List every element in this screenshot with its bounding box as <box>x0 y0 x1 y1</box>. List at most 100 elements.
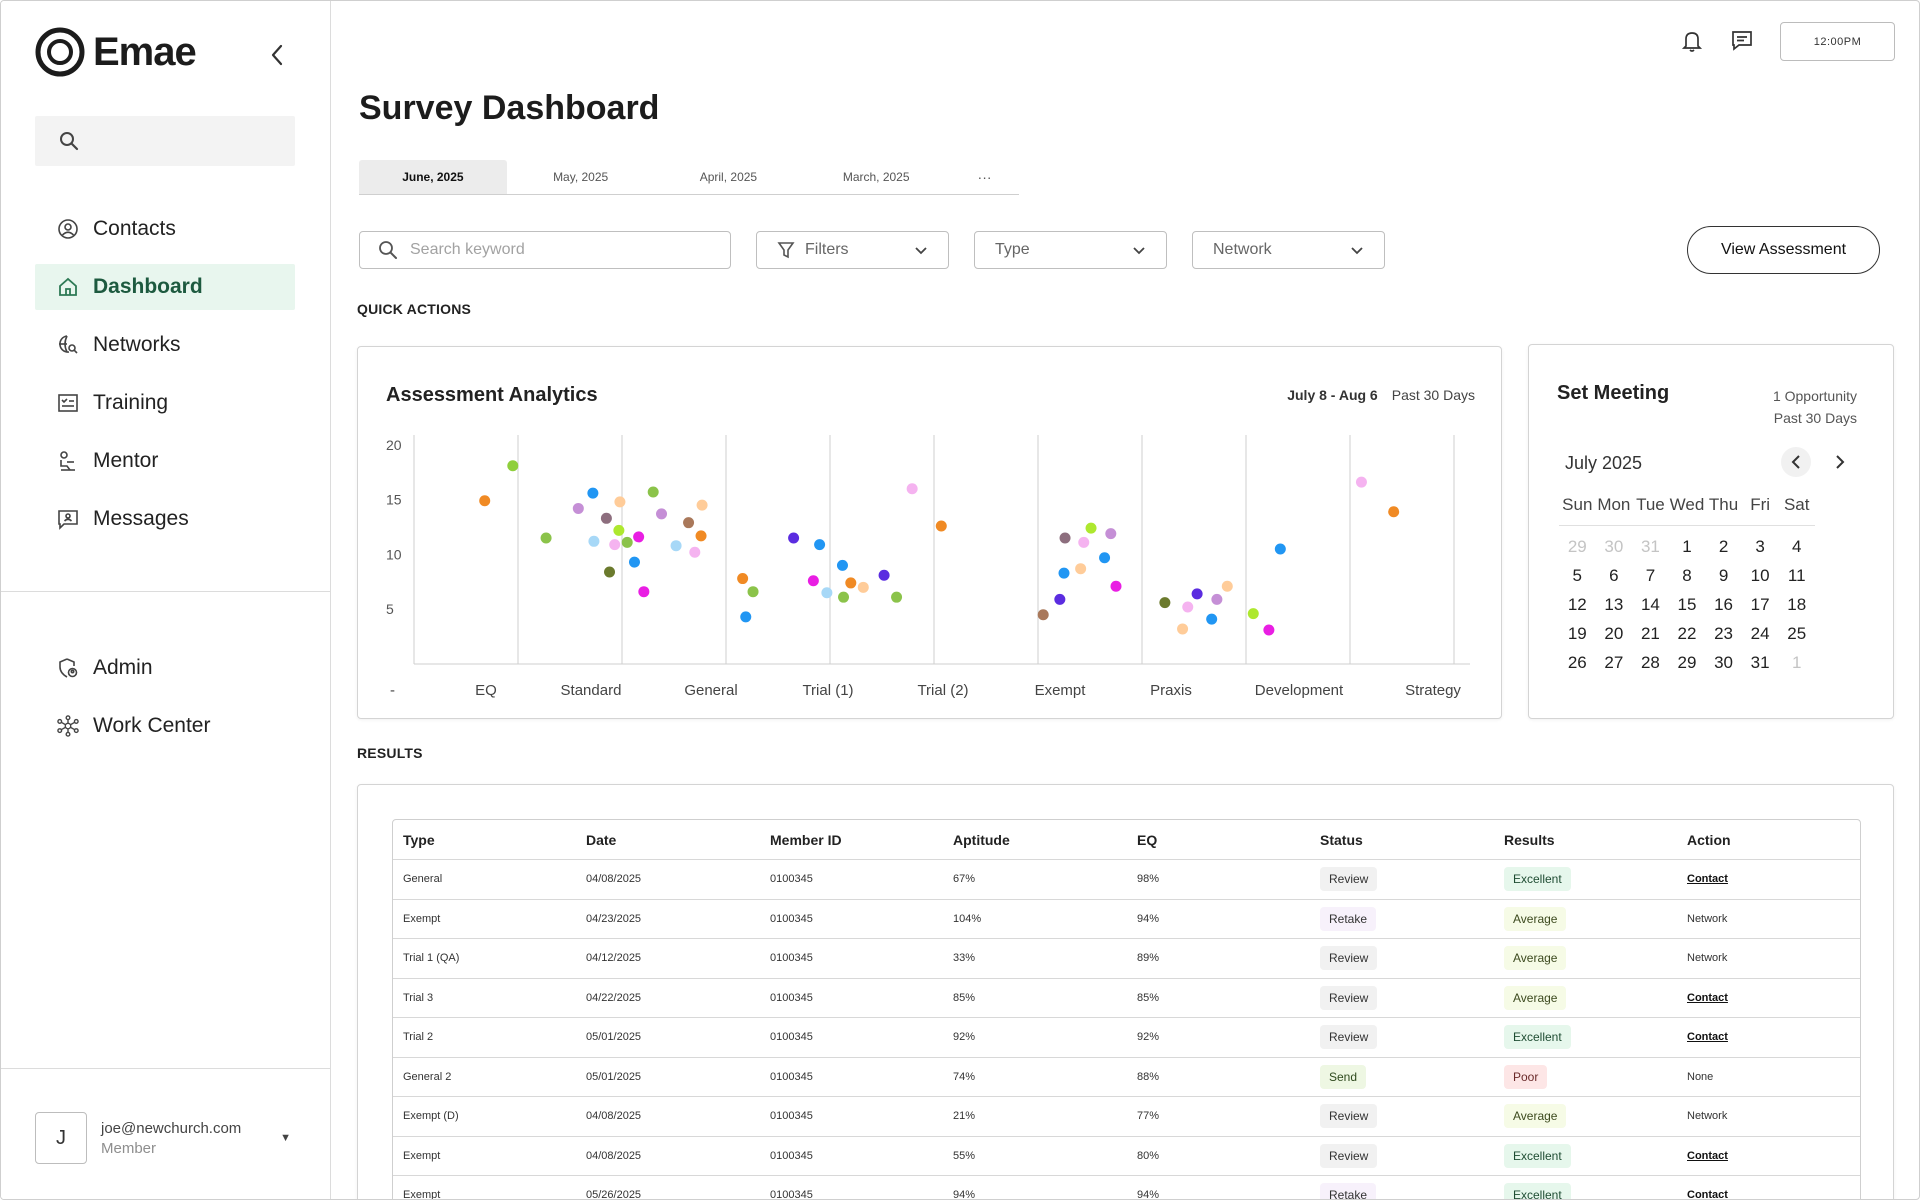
sidebar-item-dashboard[interactable]: Dashboard <box>35 264 295 310</box>
data-point[interactable] <box>1037 609 1049 621</box>
table-row[interactable]: Exempt 04/23/2025 0100345 104% 94% Retake Aver… <box>393 900 1860 939</box>
data-point[interactable] <box>1191 588 1203 600</box>
action-link[interactable]: Contact <box>1687 1031 1728 1044</box>
data-point[interactable] <box>845 577 857 589</box>
user-profile[interactable]: J joe@newchurch.com Member ▼ <box>35 1112 295 1164</box>
calendar-day[interactable]: 13 <box>1604 595 1624 614</box>
table-row[interactable]: Trial 1 (QA) 04/12/2025 0100345 33% 89% Revie… <box>393 939 1860 979</box>
data-point[interactable] <box>587 487 599 499</box>
calendar-day[interactable]: 1 <box>1682 537 1692 556</box>
table-row[interactable]: Trial 2 05/01/2025 0100345 92% 92% Review Exce… <box>393 1018 1860 1058</box>
data-point[interactable] <box>1388 506 1400 518</box>
data-point[interactable] <box>747 586 759 598</box>
sidebar-item-networks[interactable]: Networks <box>35 322 295 368</box>
calendar-day[interactable]: 24 <box>1750 624 1770 643</box>
data-point[interactable] <box>638 586 650 598</box>
view-assessment-button[interactable]: View Assessment <box>1687 226 1880 274</box>
data-point[interactable] <box>836 559 848 571</box>
data-point[interactable] <box>614 496 626 508</box>
calendar-day[interactable]: 4 <box>1791 537 1802 556</box>
calendar-day[interactable]: 12 <box>1567 595 1587 614</box>
calendar-day[interactable]: 31 <box>1640 537 1660 556</box>
data-point[interactable] <box>1221 580 1233 592</box>
calendar-day[interactable]: 30 <box>1604 537 1624 556</box>
calendar-day[interactable]: 31 <box>1750 653 1770 672</box>
data-point[interactable] <box>878 569 890 581</box>
data-point[interactable] <box>788 532 800 544</box>
tab-april-2025[interactable]: April, 2025 <box>699 170 758 184</box>
data-point[interactable] <box>695 530 707 542</box>
data-point[interactable] <box>1085 522 1097 534</box>
data-point[interactable] <box>696 499 708 511</box>
calendar-day[interactable]: 16 <box>1714 595 1734 614</box>
sidebar-search[interactable] <box>35 116 295 166</box>
data-point[interactable] <box>1211 593 1223 605</box>
calendar-day[interactable]: 1 <box>1791 653 1802 672</box>
data-point[interactable] <box>740 611 752 623</box>
action-link[interactable]: Contact <box>1687 991 1728 1004</box>
table-row[interactable]: General 04/08/2025 0100345 67% 98% Review Exce… <box>393 860 1860 900</box>
data-point[interactable] <box>633 531 645 543</box>
column-header[interactable]: Date <box>586 831 617 848</box>
data-point[interactable] <box>600 512 612 524</box>
logo[interactable]: Emae <box>35 27 197 77</box>
table-row[interactable]: Exempt 05/26/2025 0100345 94% 94% Retake Excel… <box>393 1176 1860 1200</box>
sidebar-item-mentor[interactable]: Mentor <box>35 438 295 484</box>
data-point[interactable] <box>1099 552 1111 564</box>
data-point[interactable] <box>1274 543 1286 555</box>
calendar-day[interactable]: 29 <box>1677 653 1697 672</box>
calendar-day[interactable]: 22 <box>1677 624 1697 643</box>
calendar-day[interactable]: 6 <box>1609 566 1619 585</box>
data-point[interactable] <box>814 539 826 551</box>
data-point[interactable] <box>647 486 659 498</box>
data-point[interactable] <box>609 539 621 551</box>
sidebar-item-messages[interactable]: Messages <box>35 496 295 542</box>
filters-dropdown[interactable]: Filters <box>756 231 949 269</box>
data-point[interactable] <box>1206 613 1218 625</box>
caret-down-icon[interactable]: ▼ <box>280 1132 291 1144</box>
table-row[interactable]: Trial 3 04/22/2025 0100345 85% 85% Review Aver… <box>393 979 1860 1018</box>
sidebar-search-input[interactable] <box>93 132 273 150</box>
search-input[interactable] <box>410 241 710 259</box>
data-point[interactable] <box>689 546 701 558</box>
data-point[interactable] <box>807 575 819 587</box>
data-point[interactable] <box>1355 476 1367 488</box>
calendar-prev-button[interactable] <box>1781 447 1811 477</box>
data-point[interactable] <box>1075 563 1087 575</box>
data-point[interactable] <box>588 535 600 547</box>
calendar-day[interactable]: 19 <box>1567 624 1587 643</box>
calendar-day[interactable]: 23 <box>1714 624 1734 643</box>
data-point[interactable] <box>891 591 903 603</box>
data-point[interactable] <box>604 566 616 578</box>
action-link[interactable]: Contact <box>1687 873 1728 886</box>
calendar-day[interactable]: 5 <box>1572 566 1583 585</box>
data-point[interactable] <box>1105 528 1117 540</box>
column-header[interactable]: Action <box>1687 831 1731 848</box>
column-header[interactable]: Status <box>1320 831 1363 848</box>
calendar-day[interactable]: 8 <box>1682 566 1692 585</box>
column-header[interactable]: Results <box>1504 831 1555 848</box>
action-link[interactable]: Contact <box>1687 1189 1728 1200</box>
column-header[interactable]: Member ID <box>770 831 842 848</box>
data-point[interactable] <box>540 532 552 544</box>
data-point[interactable] <box>572 502 584 514</box>
data-point[interactable] <box>507 460 519 472</box>
type-dropdown[interactable]: Type <box>974 231 1167 269</box>
data-point[interactable] <box>1078 536 1090 548</box>
calendar-day[interactable]: 20 <box>1604 624 1624 643</box>
data-point[interactable] <box>1059 532 1071 544</box>
data-point[interactable] <box>613 524 625 536</box>
calendar-day[interactable]: 17 <box>1750 595 1770 614</box>
calendar-day[interactable]: 25 <box>1787 624 1807 643</box>
data-point[interactable] <box>1182 601 1194 613</box>
calendar-day[interactable]: 7 <box>1645 566 1656 585</box>
data-point[interactable] <box>670 540 682 552</box>
calendar-day[interactable]: 28 <box>1640 653 1660 672</box>
data-point[interactable] <box>838 591 850 603</box>
data-point[interactable] <box>1247 608 1259 620</box>
data-point[interactable] <box>1159 597 1171 609</box>
data-point[interactable] <box>1058 567 1070 579</box>
calendar-day[interactable]: 2 <box>1718 537 1729 556</box>
calendar-day[interactable]: 10 <box>1750 566 1770 585</box>
calendar-day[interactable]: 26 <box>1567 653 1587 672</box>
